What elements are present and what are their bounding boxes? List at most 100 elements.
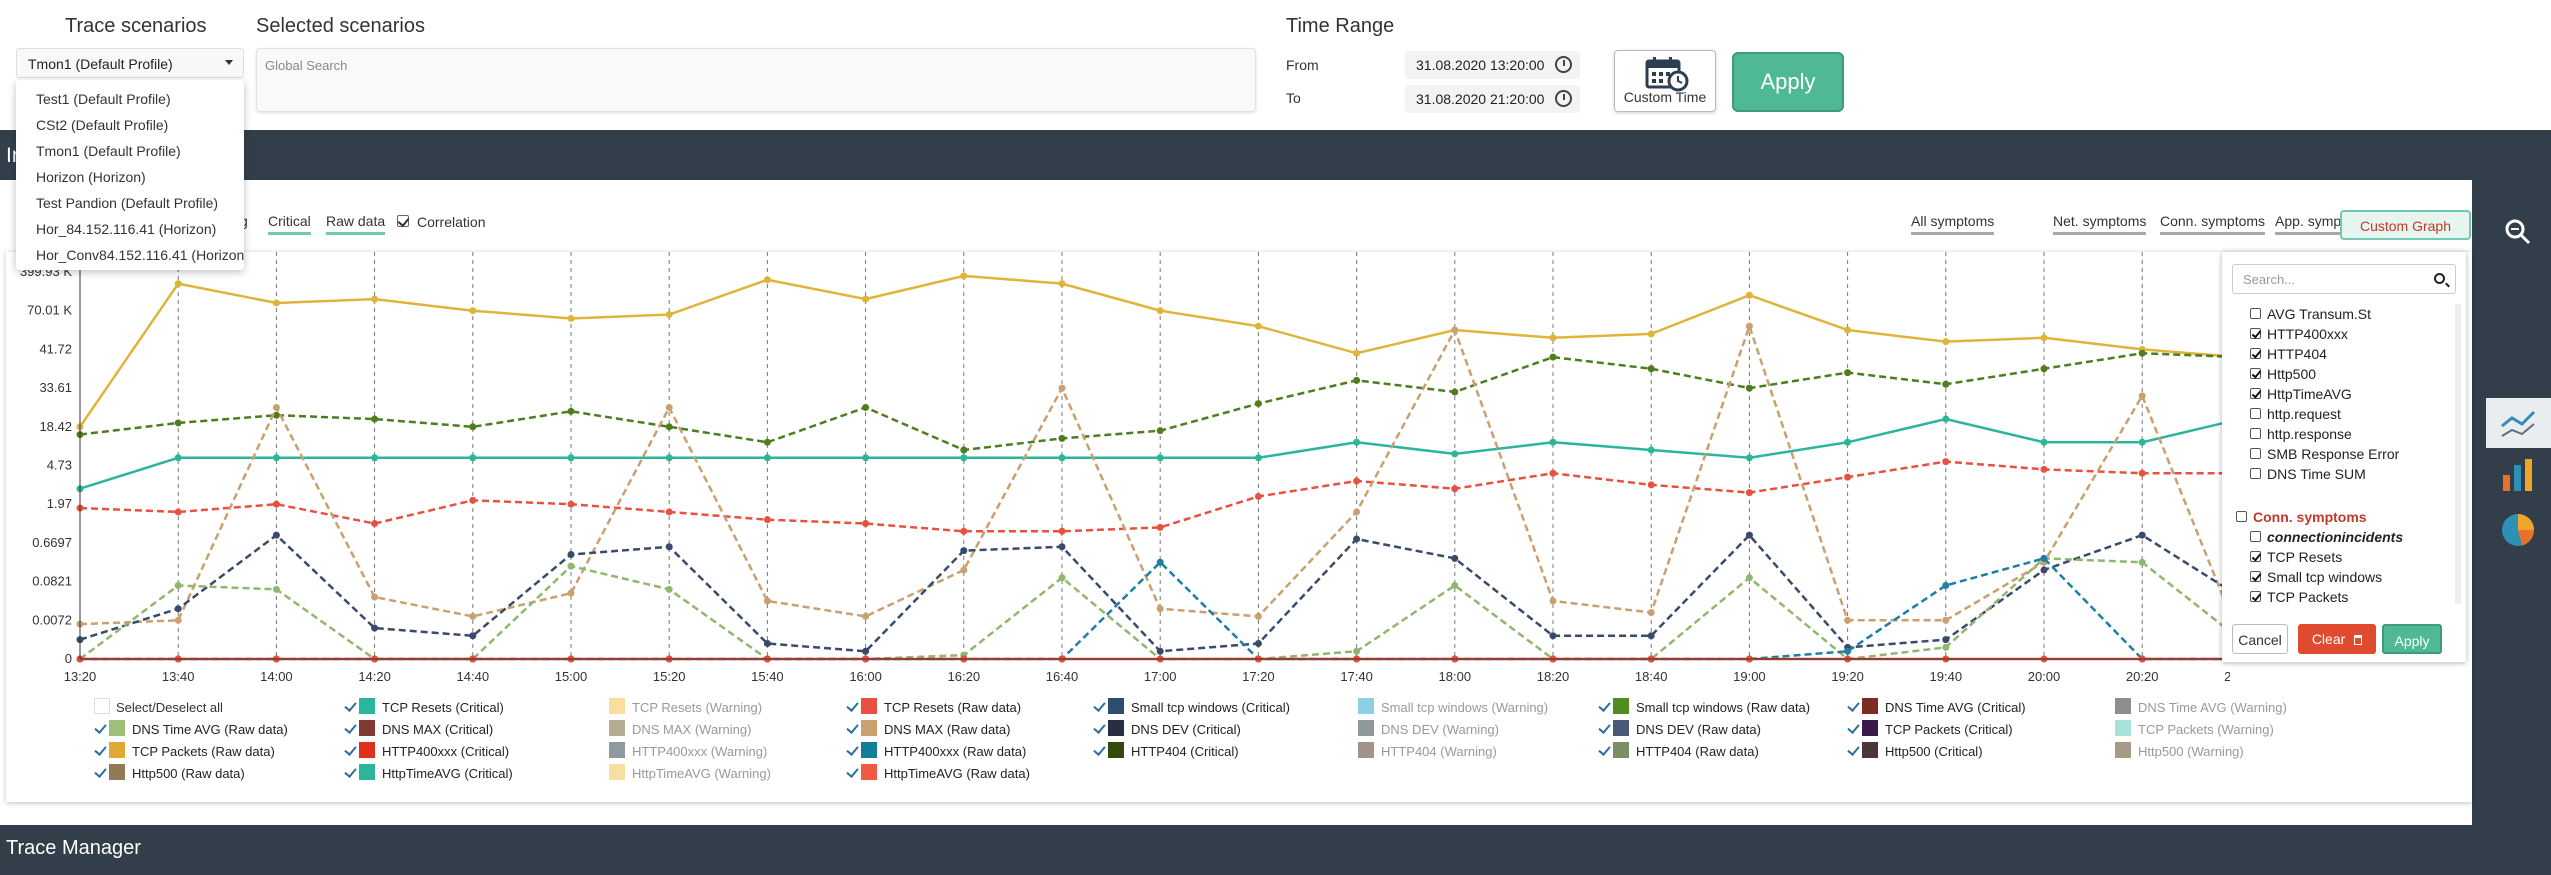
scenario-option[interactable]: Hor_Conv84.152.116.41 (Horizon xyxy=(36,247,245,263)
data-point[interactable] xyxy=(1353,349,1361,357)
data-point[interactable] xyxy=(1942,643,1950,651)
data-point[interactable] xyxy=(469,612,477,620)
data-point[interactable] xyxy=(1254,492,1262,500)
data-point[interactable] xyxy=(1647,330,1655,338)
symptom-checkbox[interactable] xyxy=(2250,408,2261,419)
data-point[interactable] xyxy=(2040,438,2048,446)
symptom-checkbox[interactable] xyxy=(2250,551,2261,562)
legend-checkbox[interactable] xyxy=(1598,745,1609,756)
data-point[interactable] xyxy=(1745,322,1753,330)
panel-scrollbar[interactable] xyxy=(2455,304,2461,604)
data-point[interactable] xyxy=(2138,349,2146,357)
data-point[interactable] xyxy=(1647,609,1655,617)
legend-checkbox[interactable] xyxy=(2100,723,2111,734)
data-point[interactable] xyxy=(960,547,968,555)
data-point[interactable] xyxy=(1942,338,1950,346)
correlation-checkbox[interactable] xyxy=(397,215,409,227)
symptom-checkbox[interactable] xyxy=(2250,428,2261,439)
data-point[interactable] xyxy=(763,640,771,648)
data-point[interactable] xyxy=(1844,616,1852,624)
group-checkbox[interactable] xyxy=(2236,511,2247,522)
data-point[interactable] xyxy=(371,454,379,462)
data-point[interactable] xyxy=(1942,581,1950,589)
custom-graph-button[interactable]: Custom Graph xyxy=(2340,210,2471,240)
data-point[interactable] xyxy=(1647,446,1655,454)
data-point[interactable] xyxy=(1353,647,1361,655)
global-search-input[interactable]: Global Search xyxy=(256,48,1256,112)
data-point[interactable] xyxy=(960,527,968,535)
data-point[interactable] xyxy=(1844,326,1852,334)
data-point[interactable] xyxy=(665,311,673,319)
legend-checkbox[interactable] xyxy=(344,745,355,756)
data-point[interactable] xyxy=(1353,508,1361,516)
legend-checkbox[interactable] xyxy=(2100,701,2111,712)
legend-checkbox[interactable] xyxy=(594,701,605,712)
legend-checkbox[interactable] xyxy=(1847,745,1858,756)
data-point[interactable] xyxy=(567,551,575,559)
cancel-button[interactable]: Cancel xyxy=(2232,624,2288,654)
legend-checkbox[interactable] xyxy=(1847,701,1858,712)
custom-time-button[interactable]: Custom Time xyxy=(1614,50,1716,112)
data-point[interactable] xyxy=(1156,427,1164,435)
scenario-option[interactable]: Test Pandion (Default Profile) xyxy=(36,195,219,211)
data-point[interactable] xyxy=(960,272,968,280)
symptom-checkbox[interactable] xyxy=(2250,388,2261,399)
data-point[interactable] xyxy=(1844,369,1852,377)
data-point[interactable] xyxy=(960,454,968,462)
data-point[interactable] xyxy=(371,520,379,528)
tab-all-symptoms[interactable]: All symptoms xyxy=(1911,213,1995,235)
data-point[interactable] xyxy=(272,454,280,462)
data-point[interactable] xyxy=(960,446,968,454)
data-point[interactable] xyxy=(1549,597,1557,605)
data-point[interactable] xyxy=(1844,647,1852,655)
symptom-checkbox[interactable] xyxy=(2250,328,2261,339)
zoom-icon[interactable] xyxy=(2504,218,2532,246)
legend-checkbox[interactable] xyxy=(846,745,857,756)
legend-checkbox[interactable] xyxy=(1093,745,1104,756)
clock-icon[interactable] xyxy=(1555,90,1572,107)
data-point[interactable] xyxy=(1451,450,1459,458)
pie-chart-icon[interactable] xyxy=(2500,512,2536,548)
data-point[interactable] xyxy=(665,508,673,516)
legend-checkbox[interactable] xyxy=(1343,723,1354,734)
legend-checkbox[interactable] xyxy=(1598,701,1609,712)
to-datetime-field[interactable]: 31.08.2020 21:20:00 xyxy=(1405,85,1580,113)
data-point[interactable] xyxy=(1942,636,1950,644)
data-point[interactable] xyxy=(763,438,771,446)
data-point[interactable] xyxy=(1745,531,1753,539)
data-point[interactable] xyxy=(862,647,870,655)
data-point[interactable] xyxy=(2138,531,2146,539)
filter-raw-data[interactable]: Raw data xyxy=(326,213,386,235)
data-point[interactable] xyxy=(1254,322,1262,330)
data-point[interactable] xyxy=(272,585,280,593)
tab-net-symptoms[interactable]: Net. symptoms xyxy=(2053,213,2147,235)
data-point[interactable] xyxy=(1353,477,1361,485)
data-point[interactable] xyxy=(2040,554,2048,562)
symptom-checkbox[interactable] xyxy=(2250,348,2261,359)
scenario-select[interactable]: Tmon1 (Default Profile) xyxy=(16,48,244,78)
data-point[interactable] xyxy=(567,454,575,462)
data-point[interactable] xyxy=(665,585,673,593)
legend-checkbox[interactable] xyxy=(344,723,355,734)
legend-checkbox[interactable] xyxy=(1847,723,1858,734)
symptom-checkbox[interactable] xyxy=(2250,531,2261,542)
data-point[interactable] xyxy=(174,454,182,462)
data-point[interactable] xyxy=(1451,388,1459,396)
data-point[interactable] xyxy=(567,500,575,508)
data-point[interactable] xyxy=(1058,543,1066,551)
apply-button[interactable]: Apply xyxy=(1732,52,1844,112)
data-point[interactable] xyxy=(1353,535,1361,543)
data-point[interactable] xyxy=(1647,365,1655,373)
symptom-checkbox[interactable] xyxy=(2250,468,2261,479)
data-point[interactable] xyxy=(469,423,477,431)
panel-apply-button[interactable]: Apply xyxy=(2382,624,2442,654)
data-point[interactable] xyxy=(371,593,379,601)
data-point[interactable] xyxy=(469,307,477,315)
symptom-checkbox[interactable] xyxy=(2250,571,2261,582)
data-point[interactable] xyxy=(1254,640,1262,648)
data-point[interactable] xyxy=(1058,454,1066,462)
data-point[interactable] xyxy=(174,280,182,288)
legend-checkbox[interactable] xyxy=(1343,745,1354,756)
bar-chart-icon[interactable] xyxy=(2500,457,2536,493)
data-point[interactable] xyxy=(1549,632,1557,640)
